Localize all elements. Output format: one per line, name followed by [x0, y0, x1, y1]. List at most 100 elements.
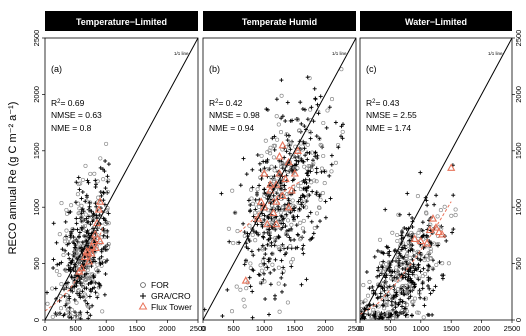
gra-point	[302, 230, 307, 234]
panel-title: Temperate Humid	[242, 17, 317, 27]
gra-point	[105, 228, 110, 233]
gra-point	[440, 273, 444, 278]
for-point	[278, 130, 284, 135]
gra-point	[291, 214, 296, 219]
gra-point	[284, 149, 289, 154]
gra-point	[408, 248, 413, 253]
gra-point	[280, 289, 284, 294]
gra-point	[74, 281, 79, 286]
gra-point	[416, 265, 421, 270]
gra-point	[77, 234, 81, 239]
gra-point	[404, 312, 409, 317]
for-point	[394, 265, 399, 270]
gra-point	[72, 284, 77, 289]
for-point	[106, 178, 111, 183]
gra-point	[306, 185, 311, 189]
gra-point	[394, 290, 399, 295]
gra-point	[329, 153, 334, 158]
gra-point	[396, 302, 401, 307]
gra-point	[74, 180, 79, 185]
for-point	[276, 265, 281, 270]
for-point	[298, 220, 303, 225]
gra-point	[288, 210, 293, 215]
gra-point	[313, 150, 318, 155]
for-point	[333, 160, 338, 165]
for-point	[79, 215, 84, 220]
gra-point	[262, 213, 267, 218]
for-point	[270, 203, 275, 208]
gra-point	[427, 286, 432, 291]
gra-point	[99, 193, 104, 198]
gra-point	[393, 300, 398, 305]
gra-point	[88, 280, 93, 285]
gra-point	[246, 198, 251, 203]
for-point	[453, 207, 458, 212]
gra-point	[105, 190, 110, 195]
gra-point	[383, 275, 388, 280]
gra-point	[299, 121, 304, 126]
flux-point	[278, 191, 287, 200]
gra-point	[80, 190, 85, 194]
for-point	[423, 271, 428, 277]
gra-point	[254, 230, 259, 235]
for-point	[263, 138, 268, 143]
for-point	[98, 156, 103, 161]
for-point	[271, 177, 276, 182]
gra-point	[282, 202, 287, 207]
for-point	[85, 268, 90, 273]
gra-point	[305, 157, 310, 162]
for-point	[301, 200, 306, 205]
gra-point	[304, 277, 309, 282]
gra-point	[282, 283, 287, 287]
for-point	[295, 117, 300, 122]
gra-point	[279, 116, 284, 121]
for-point	[76, 288, 81, 293]
gra-point	[77, 187, 82, 192]
gra-point	[289, 227, 294, 231]
gra-point	[309, 219, 314, 224]
for-point	[329, 97, 335, 102]
for-point	[277, 247, 282, 252]
for-point	[256, 204, 262, 209]
gra-point	[84, 216, 89, 221]
gra-point	[85, 301, 90, 306]
gra-point	[80, 240, 85, 245]
for-point	[79, 219, 84, 224]
gra-point	[285, 246, 290, 251]
for-point	[320, 191, 325, 196]
gra-point	[406, 291, 411, 296]
for-point	[104, 141, 109, 146]
gra-point	[364, 270, 369, 274]
for-point	[395, 256, 400, 261]
for-point	[58, 294, 63, 299]
flux-point	[284, 202, 293, 211]
nme-stat: NME = 0.8	[51, 123, 92, 133]
for-point	[77, 206, 82, 211]
for-point	[276, 122, 281, 127]
gra-point	[382, 288, 387, 293]
one-to-one-line	[360, 38, 512, 320]
gra-point	[81, 209, 86, 214]
gra-point	[418, 295, 423, 300]
for-point	[428, 256, 433, 261]
gra-point	[318, 94, 323, 99]
gra-point	[80, 289, 85, 294]
gra-point	[280, 166, 285, 171]
nme-stat: NME = 0.94	[209, 123, 254, 133]
for-point	[54, 269, 59, 274]
gra-point	[101, 190, 106, 195]
gra-point	[400, 304, 404, 309]
gra-point	[256, 247, 261, 252]
gra-point	[68, 260, 73, 265]
for-point	[420, 274, 425, 279]
gra-point	[300, 235, 305, 240]
for-point	[255, 187, 260, 192]
gra-point	[63, 248, 68, 253]
for-point	[339, 67, 344, 72]
for-point	[290, 198, 295, 203]
gra-point	[397, 264, 402, 269]
gra-point	[280, 114, 285, 119]
for-point	[226, 226, 231, 231]
for-point	[298, 187, 303, 192]
gra-point	[281, 221, 286, 226]
